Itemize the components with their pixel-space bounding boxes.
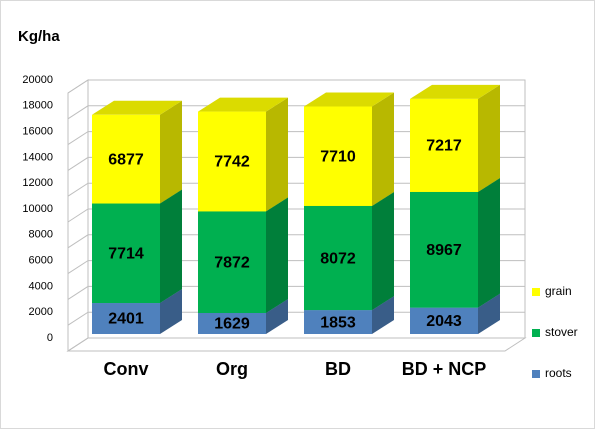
- data-label: 7710: [320, 148, 356, 165]
- bar-front: [92, 303, 160, 334]
- bar-side: [160, 289, 182, 334]
- y-tick-label: 0: [47, 332, 53, 344]
- y-tick-label: 16000: [22, 126, 53, 138]
- bar-side: [372, 191, 394, 311]
- bar-side: [478, 293, 500, 334]
- bar-front: [410, 191, 478, 308]
- x-tick-label: Org: [216, 359, 248, 379]
- data-label: 7872: [214, 254, 250, 271]
- data-label: 7217: [426, 138, 462, 155]
- bar-segment: [198, 97, 288, 212]
- bar-side: [266, 197, 288, 313]
- x-tick-label: Conv: [104, 359, 149, 379]
- y-tick-label: 2000: [29, 306, 53, 318]
- legend-label: grain: [545, 284, 572, 298]
- data-label: 1853: [320, 314, 356, 331]
- x-tick-label: BD + NCP: [402, 359, 487, 379]
- bar-side: [478, 84, 500, 192]
- x-tick-label: BD: [325, 359, 351, 379]
- y-tick-label: 12000: [22, 177, 53, 189]
- bar-segment: [92, 100, 182, 204]
- legend-swatch: [532, 329, 540, 337]
- y-tick-label: 14000: [22, 151, 53, 163]
- bar-side: [266, 298, 288, 334]
- y-tick-label: 8000: [29, 229, 53, 241]
- y-tick-label: 18000: [22, 100, 53, 112]
- y-tick-label: 10000: [22, 203, 53, 215]
- legend-swatch: [532, 288, 540, 296]
- floor: [66, 337, 527, 352]
- data-label: 7714: [108, 245, 144, 262]
- y-tick-label: 4000: [29, 280, 53, 292]
- y-tick-label: 20000: [22, 74, 53, 86]
- bar-side: [372, 92, 394, 206]
- legend-label: roots: [545, 366, 572, 380]
- data-label: 8967: [426, 242, 462, 259]
- data-label: 2043: [426, 313, 462, 330]
- y-axis-label: Kg/ha: [18, 28, 60, 45]
- bar-top: [410, 84, 500, 99]
- bar-front: [198, 312, 266, 334]
- plot-area: 0 2000 4000 6000 8000 10000 12000 14000 16000 180…: [22, 74, 577, 380]
- y-tick-label: 6000: [29, 255, 53, 267]
- bar-segment: [410, 84, 500, 192]
- bar-front: [198, 211, 266, 313]
- bar-front: [198, 111, 266, 212]
- bar-front: [304, 106, 372, 206]
- bar-front: [92, 203, 160, 304]
- data-label: 6877: [108, 151, 144, 168]
- legend-label: stover: [545, 325, 578, 339]
- bar-top: [198, 97, 288, 112]
- data-label: 8072: [320, 250, 356, 267]
- bar-front: [410, 98, 478, 192]
- bar-side: [160, 189, 182, 304]
- legend-swatch: [532, 370, 540, 378]
- bar-top: [92, 100, 182, 115]
- data-label: 2401: [108, 311, 144, 328]
- bar-side: [478, 177, 500, 308]
- bar-side: [160, 100, 182, 204]
- bar-top: [304, 92, 394, 107]
- bar-side: [372, 296, 394, 334]
- grid-line: [67, 79, 525, 94]
- bar-front: [304, 310, 372, 334]
- bar-front: [304, 205, 372, 311]
- data-label: 1629: [214, 316, 250, 333]
- bar-side: [266, 97, 288, 212]
- data-label: 7742: [214, 154, 250, 171]
- bar-front: [92, 114, 160, 204]
- bar-front: [410, 307, 478, 334]
- bar-segment: [410, 177, 500, 308]
- bar-segment: [304, 92, 394, 206]
